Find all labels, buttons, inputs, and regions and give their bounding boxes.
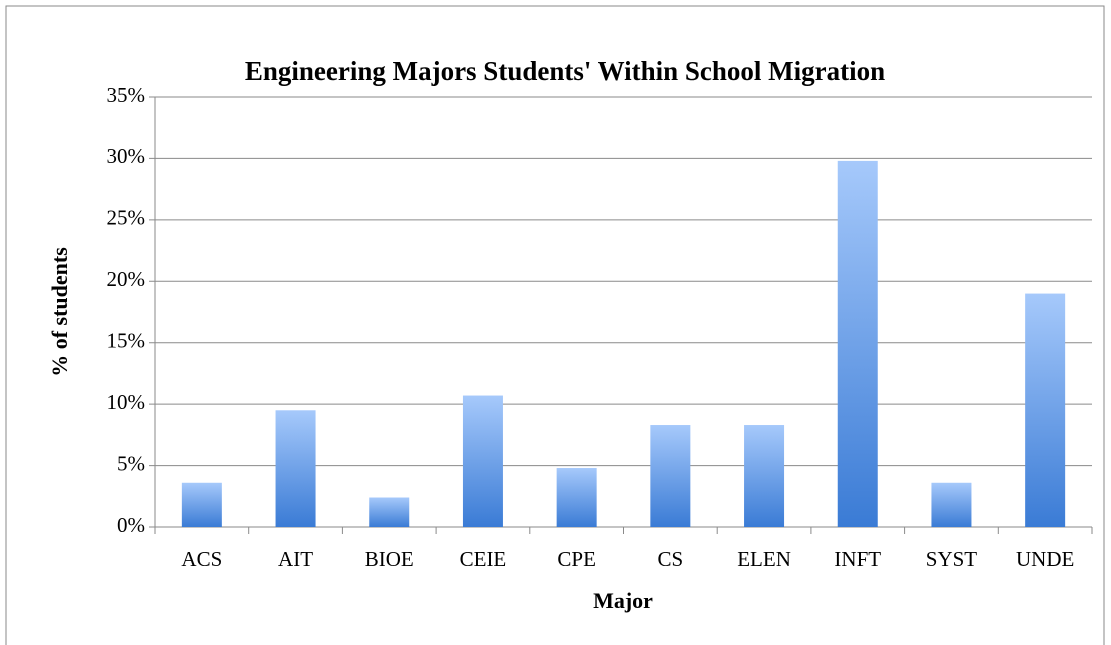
bar [650, 425, 691, 527]
y-tick-label: 25% [107, 206, 146, 230]
x-axis-label: Major [593, 588, 653, 613]
y-tick-label: 0% [117, 513, 145, 537]
bar [1025, 293, 1066, 527]
x-tick-label: UNDE [1016, 547, 1074, 571]
chart-title: Engineering Majors Students' Within Scho… [245, 56, 885, 86]
bar [275, 410, 316, 527]
x-tick-label: ACS [181, 547, 222, 571]
x-tick-label: AIT [278, 547, 313, 571]
x-tick-label: BIOE [365, 547, 414, 571]
y-tick-label: 10% [107, 390, 146, 414]
y-tick-label: 35% [107, 83, 146, 107]
bar [462, 395, 503, 527]
bar [369, 497, 410, 527]
x-tick-label: INFT [834, 547, 881, 571]
x-tick-label: ELEN [737, 547, 791, 571]
y-tick-label: 20% [107, 267, 146, 291]
bar [744, 425, 785, 527]
x-tick-label: CEIE [460, 547, 507, 571]
bar [837, 160, 878, 527]
bar [556, 468, 597, 527]
chart-frame [5, 5, 1105, 645]
x-tick-label: CPE [557, 547, 596, 571]
bar [181, 482, 222, 527]
y-tick-label: 5% [117, 451, 145, 475]
x-tick-label: CS [658, 547, 684, 571]
bar [931, 482, 972, 527]
y-tick-label: 30% [107, 144, 146, 168]
x-tick-label: SYST [926, 547, 978, 571]
y-axis-label: % of students [47, 247, 72, 377]
y-tick-label: 15% [107, 329, 146, 353]
